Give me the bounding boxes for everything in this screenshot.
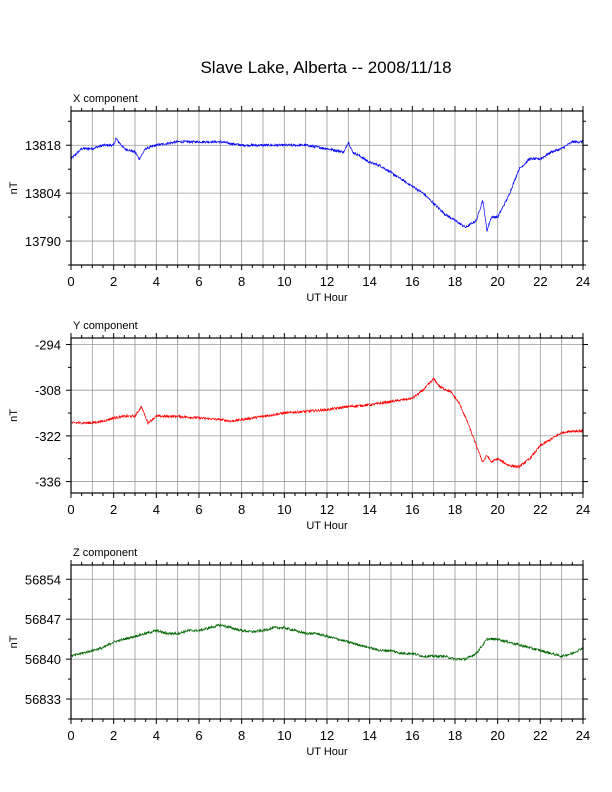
y-axis-label: nT: [8, 181, 20, 194]
x-tick-label: 4: [153, 274, 160, 289]
x-tick-label: 20: [490, 728, 504, 743]
x-tick-label: 24: [576, 274, 590, 289]
x-tick-label: 14: [362, 502, 376, 517]
x-tick-label: 8: [238, 274, 245, 289]
x-tick-label: 4: [153, 502, 160, 517]
x-tick-label: 6: [195, 728, 202, 743]
x-tick-label: 16: [405, 274, 419, 289]
x-axis-label: UT Hour: [306, 746, 348, 758]
panel-label: Y component: [73, 320, 138, 332]
x-tick-label: 0: [67, 502, 74, 517]
x-tick-label: 22: [533, 728, 547, 743]
y-tick-label: 13790: [25, 234, 61, 249]
y-tick-label: 56854: [25, 572, 61, 587]
y-tick-label: -308: [35, 383, 61, 398]
y-tick-label: 13818: [25, 138, 61, 153]
x-tick-label: 24: [576, 728, 590, 743]
x-tick-label: 12: [320, 728, 334, 743]
x-tick-label: 22: [533, 274, 547, 289]
x-tick-label: 12: [320, 274, 334, 289]
x-tick-label: 8: [238, 502, 245, 517]
panel-label: Z component: [73, 547, 137, 559]
data-series-line: [70, 377, 584, 469]
x-tick-label: 12: [320, 502, 334, 517]
x-tick-label: 2: [110, 502, 117, 517]
x-tick-label: 0: [67, 728, 74, 743]
x-tick-label: 6: [195, 274, 202, 289]
x-tick-label: 16: [405, 502, 419, 517]
data-series-line: [70, 137, 584, 233]
y-axis-label: nT: [8, 409, 20, 422]
x-tick-label: 10: [277, 274, 291, 289]
x-tick-label: 22: [533, 502, 547, 517]
x-tick-label: 4: [153, 728, 160, 743]
x-axis-label: UT Hour: [306, 520, 348, 532]
y-tick-label: 13804: [25, 186, 61, 201]
y-axis-label: nT: [8, 635, 20, 648]
x-tick-label: 14: [362, 274, 376, 289]
x-tick-label: 18: [448, 274, 462, 289]
x-tick-label: 18: [448, 728, 462, 743]
y-tick-label: 56833: [25, 692, 61, 707]
x-tick-label: 2: [110, 728, 117, 743]
x-tick-label: 24: [576, 502, 590, 517]
x-tick-label: 10: [277, 502, 291, 517]
x-tick-label: 10: [277, 728, 291, 743]
data-series-line: [70, 623, 584, 662]
y-tick-label: 56847: [25, 612, 61, 627]
x-tick-label: 18: [448, 502, 462, 517]
y-tick-label: -322: [35, 429, 61, 444]
x-tick-label: 0: [67, 274, 74, 289]
x-tick-label: 8: [238, 728, 245, 743]
panel-label: X component: [73, 93, 138, 105]
x-tick-label: 16: [405, 728, 419, 743]
x-tick-label: 20: [490, 274, 504, 289]
x-tick-label: 6: [195, 502, 202, 517]
y-tick-label: 56840: [25, 652, 61, 667]
x-tick-label: 20: [490, 502, 504, 517]
y-tick-label: -294: [35, 338, 61, 353]
page-title: Slave Lake, Alberta -- 2008/11/18: [200, 58, 452, 77]
y-tick-label: -336: [35, 475, 61, 490]
x-axis-label: UT Hour: [306, 292, 348, 304]
x-tick-label: 14: [362, 728, 376, 743]
x-tick-label: 2: [110, 274, 117, 289]
